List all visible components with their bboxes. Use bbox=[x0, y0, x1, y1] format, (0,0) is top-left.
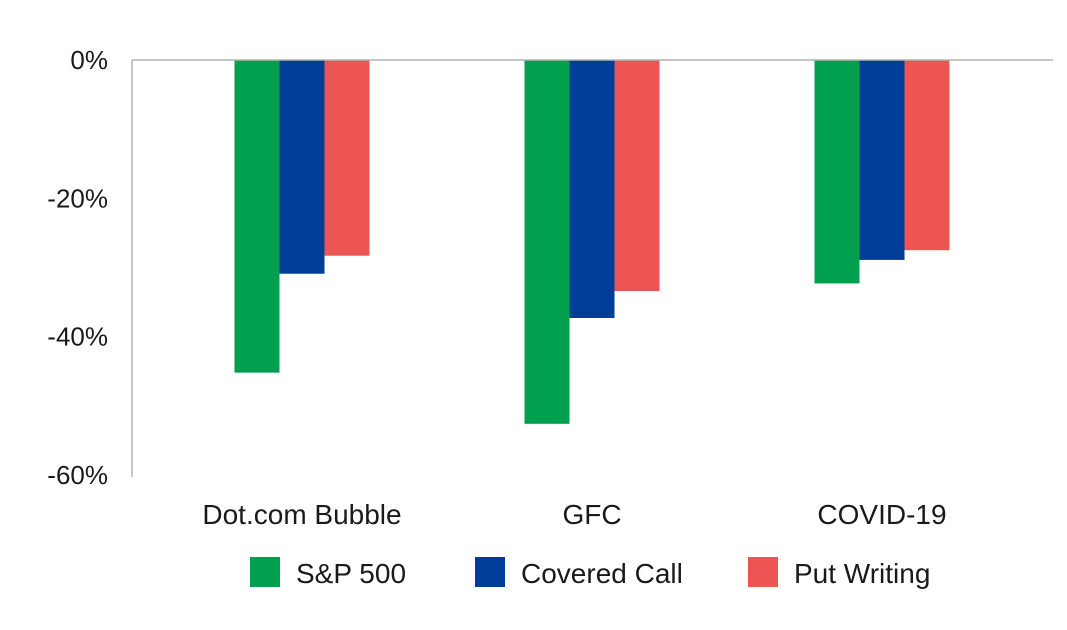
legend-label: Put Writing bbox=[794, 558, 930, 589]
legend-swatch bbox=[475, 557, 505, 587]
y-axis-ticks: 0% -20% -40% -60% bbox=[47, 45, 108, 490]
y-tick-label: -40% bbox=[47, 322, 108, 352]
legend-swatch bbox=[748, 557, 778, 587]
y-tick-label: 0% bbox=[70, 45, 108, 75]
y-tick-label: -60% bbox=[47, 460, 108, 490]
x-tick-label: COVID-19 bbox=[817, 499, 946, 530]
x-axis-labels: Dot.com Bubble GFC COVID-19 bbox=[202, 499, 946, 530]
legend-swatch bbox=[250, 557, 280, 587]
legend-label: S&P 500 bbox=[296, 558, 406, 589]
bar-s-p-500-covid-19 bbox=[814, 60, 860, 284]
x-tick-label: GFC bbox=[562, 499, 621, 530]
bars-group bbox=[234, 60, 950, 424]
bar-put-writing-covid-19 bbox=[904, 60, 950, 251]
bar-put-writing-dot-com-bubble bbox=[324, 60, 370, 256]
y-tick-label: -20% bbox=[47, 183, 108, 213]
bar-covered-call-covid-19 bbox=[859, 60, 905, 260]
legend-label: Covered Call bbox=[521, 558, 683, 589]
bar-s-p-500-gfc bbox=[524, 60, 570, 424]
bar-put-writing-gfc bbox=[614, 60, 660, 292]
bar-s-p-500-dot-com-bubble bbox=[234, 60, 280, 373]
bar-covered-call-gfc bbox=[569, 60, 615, 318]
bar-covered-call-dot-com-bubble bbox=[279, 60, 325, 274]
legend: S&P 500 Covered Call Put Writing bbox=[250, 557, 930, 589]
x-tick-label: Dot.com Bubble bbox=[202, 499, 401, 530]
